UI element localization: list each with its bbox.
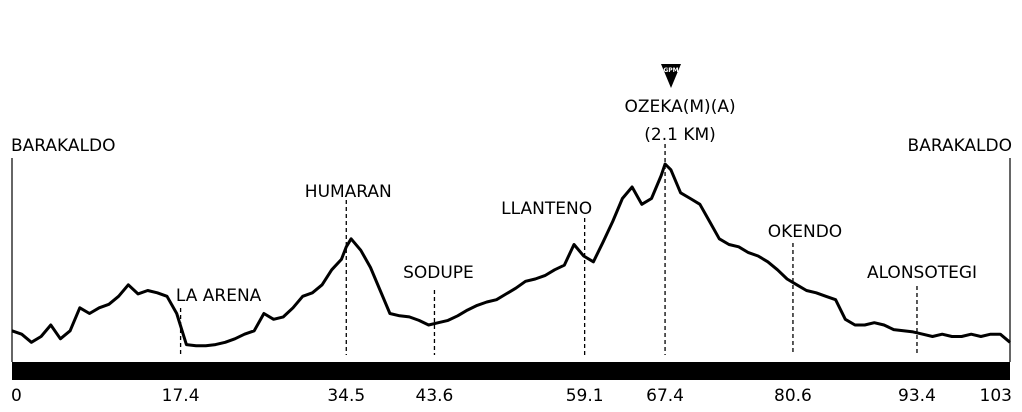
distance-ticks: 0 17.4 34.5 43.6 59.1 67.4 80.6 93.4 103 bbox=[11, 386, 1012, 406]
waypoint-label-okendo: OKENDO bbox=[768, 222, 842, 242]
distance-baseline-bar bbox=[12, 362, 1010, 380]
waypoint-label-alonsotegi: ALONSOTEGI bbox=[867, 263, 977, 283]
waypoint-label-la-arena: LA ARENA bbox=[176, 286, 262, 306]
x-tick-label: 0 bbox=[11, 386, 22, 406]
waypoint-markers bbox=[179, 144, 918, 355]
x-tick-label: 43.6 bbox=[416, 386, 454, 406]
x-tick-label: 34.5 bbox=[327, 386, 365, 406]
waypoint-labels: LA ARENA HUMARAN SODUPE LLANTENO OZEKA(M)(A)… bbox=[176, 97, 977, 306]
waypoint-label-sodupe: SODUPE bbox=[403, 263, 474, 283]
x-tick-label: 93.4 bbox=[898, 386, 936, 406]
waypoint-label-humaran: HUMARAN bbox=[305, 182, 392, 202]
x-tick-label: 67.4 bbox=[646, 386, 684, 406]
climb-badge-text: GPM bbox=[663, 67, 678, 74]
finish-label: BARAKALDO bbox=[908, 136, 1012, 156]
climb-badge: GPM bbox=[661, 64, 681, 88]
waypoint-label-llanteno: LLANTENO bbox=[501, 199, 592, 219]
x-tick-label: 59.1 bbox=[566, 386, 604, 406]
waypoint-label-ozeka-m-a: OZEKA(M)(A) bbox=[625, 97, 736, 117]
profile-line bbox=[11, 162, 1011, 348]
x-tick-label: 103 bbox=[980, 386, 1012, 406]
climb-triangle-icon bbox=[661, 64, 681, 88]
waypoint-sublabel-ozeka-m-a: (2.1 KM) bbox=[644, 125, 716, 145]
start-label: BARAKALDO bbox=[11, 136, 115, 156]
x-tick-label: 17.4 bbox=[162, 386, 200, 406]
x-tick-label: 80.6 bbox=[774, 386, 812, 406]
